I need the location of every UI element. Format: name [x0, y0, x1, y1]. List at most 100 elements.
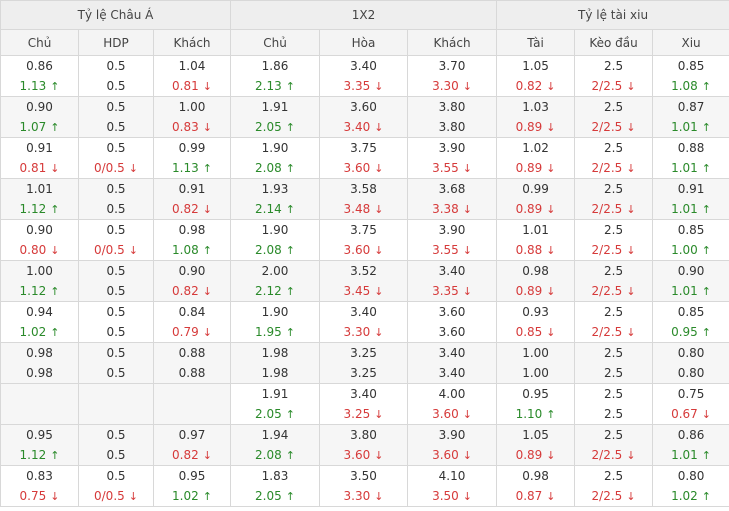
- current-odds: 3.60 ↓: [409, 445, 496, 465]
- current-odds: 0.89 ↓: [498, 281, 574, 301]
- arrow-up-icon: ↑: [50, 285, 60, 298]
- odds-cell: 0.5 0.5: [78, 424, 154, 466]
- current-odds: 3.60 ↓: [409, 404, 496, 424]
- current-odds-value: 0.5: [106, 284, 126, 298]
- current-odds-value: 0.82: [172, 202, 199, 216]
- odds-body: 0.86 1.13 ↑ 0.5 0.5 1.04 0.81 ↓ 1.86 2.13 ↑ 3.40 3.3…: [0, 55, 729, 507]
- opening-odds: 0.75: [677, 387, 705, 401]
- opening-odds: 2.5: [604, 305, 624, 319]
- arrow-down-icon: ↓: [202, 326, 212, 339]
- table-row: 0.91 0.81 ↓ 0.5 0/0.5 ↓ 0.99 1.13 ↑ 1.90 2.08 ↑ 3.75…: [0, 137, 729, 179]
- current-odds-value: 0.88: [515, 243, 543, 257]
- odds-cell: 0.98 0.98: [0, 342, 79, 384]
- arrow-down-icon: ↓: [374, 244, 384, 257]
- current-odds: 2/2.5 ↓: [576, 199, 652, 219]
- opening-odds: 2.5: [604, 428, 624, 442]
- arrow-down-icon: ↓: [626, 449, 636, 462]
- group-header-asian: Tỷ lệ Châu Á: [0, 0, 232, 30]
- opening-odds: 1.03: [522, 100, 549, 114]
- odds-cell: 3.68 3.38 ↓: [407, 178, 498, 220]
- opening-odds: 3.80: [350, 428, 377, 442]
- current-odds-value: 0.75: [19, 489, 47, 503]
- current-odds: [155, 404, 230, 424]
- current-odds-value: 0.89: [515, 284, 543, 298]
- opening-odds: 0.88: [677, 141, 705, 155]
- opening-odds: 0.80: [677, 469, 705, 483]
- arrow-up-icon: ↑: [701, 121, 712, 134]
- current-odds: 1.01 ↑: [654, 445, 729, 465]
- current-odds-value: 1.07: [19, 120, 47, 134]
- odds-cell: 1.83 2.05 ↑: [230, 465, 321, 507]
- opening-odds: 3.90: [438, 428, 466, 442]
- arrow-up-icon: ↑: [285, 449, 295, 462]
- odds-cell: 1.86 2.13 ↑: [230, 55, 321, 97]
- current-odds: 0.89 ↓: [498, 158, 574, 178]
- current-odds: 0.81 ↓: [155, 76, 230, 96]
- current-odds: 3.50 ↓: [409, 486, 496, 506]
- arrow-down-icon: ↓: [50, 490, 60, 503]
- odds-cell: [152, 383, 232, 425]
- odds-cell: 1.91 2.05 ↑: [230, 383, 321, 425]
- table-row: 1.91 2.05 ↑ 3.40 3.25 ↓ 4.00 3.60 ↓ 0.95 1.10 ↑ 2.5 2…: [0, 383, 729, 425]
- odds-cell: 3.40 3.25 ↓: [319, 383, 409, 425]
- odds-cell: 0.98 1.08 ↑: [152, 219, 232, 261]
- odds-cell: 3.58 3.48 ↓: [319, 178, 409, 220]
- opening-odds: 0.95: [522, 387, 549, 401]
- current-odds-value: 0.5: [106, 325, 126, 339]
- odds-cell: 0.90 1.07 ↑: [0, 96, 79, 138]
- current-odds: 3.48 ↓: [321, 199, 407, 219]
- opening-odds: 3.52: [350, 264, 377, 278]
- current-odds: 3.60 ↓: [321, 240, 407, 260]
- opening-odds: 3.70: [438, 59, 466, 73]
- current-odds-value: 3.60: [432, 407, 459, 421]
- odds-cell: 3.40 3.35 ↓: [319, 55, 409, 97]
- current-odds: 3.40 ↓: [321, 117, 407, 137]
- opening-odds: 1.01: [522, 223, 549, 237]
- table-row: 0.98 0.98 0.5 0.5 0.88 0.88 1.98 1.98 3.25 3.25 3.…: [0, 342, 729, 384]
- arrow-down-icon: ↓: [202, 121, 212, 134]
- odds-cell: 0.5 0.5: [78, 260, 154, 302]
- opening-odds: 1.93: [261, 182, 289, 196]
- odds-cell: 3.60 3.40 ↓: [319, 96, 409, 138]
- odds-cell: 0.5 0.5: [78, 342, 154, 384]
- opening-odds: [155, 385, 230, 405]
- opening-odds: 0.98: [26, 346, 53, 360]
- opening-odds: 1.86: [261, 59, 289, 73]
- current-odds: 1.02 ↑: [654, 486, 729, 506]
- odds-cell: 2.5 2/2.5 ↓: [574, 96, 654, 138]
- current-odds-value: 1.01: [671, 120, 698, 134]
- odds-cell: 1.01 0.88 ↓: [496, 219, 576, 261]
- opening-odds: 1.05: [522, 59, 549, 73]
- current-odds: 0.88 ↓: [498, 240, 574, 260]
- odds-cell: 3.90 3.60 ↓: [407, 424, 498, 466]
- opening-odds: 3.40: [438, 346, 466, 360]
- odds-cell: 0.95 1.02 ↑: [152, 465, 232, 507]
- opening-odds: 3.75: [350, 223, 377, 237]
- arrow-up-icon: ↑: [701, 449, 712, 462]
- current-odds: 0.89 ↓: [498, 199, 574, 219]
- current-odds-value: 1.02: [19, 325, 47, 339]
- arrow-up-icon: ↑: [50, 326, 60, 339]
- opening-odds: 0.80: [677, 346, 705, 360]
- arrow-up-icon: ↑: [285, 80, 295, 93]
- current-odds: 0.82 ↓: [498, 76, 574, 96]
- odds-cell: 1.03 0.89 ↓: [496, 96, 576, 138]
- current-odds-value: 0.83: [172, 120, 199, 134]
- odds-cell: 0.94 1.02 ↑: [0, 301, 79, 343]
- arrow-down-icon: ↓: [374, 80, 384, 93]
- odds-cell: 2.5 2/2.5 ↓: [574, 178, 654, 220]
- current-odds-value: 2/2.5: [591, 79, 623, 93]
- current-odds-value: 2/2.5: [591, 284, 623, 298]
- current-odds: 0.83 ↓: [155, 117, 230, 137]
- current-odds-value: 3.55: [432, 243, 459, 257]
- odds-cell: 0.95 1.10 ↑: [496, 383, 576, 425]
- opening-odds: 0.5: [106, 59, 126, 73]
- opening-odds: 3.75: [350, 141, 377, 155]
- arrow-up-icon: ↑: [202, 162, 212, 175]
- opening-odds: 0.98: [178, 223, 206, 237]
- arrow-down-icon: ↓: [546, 490, 556, 503]
- opening-odds: 3.58: [350, 182, 377, 196]
- current-odds-value: 0.85: [515, 325, 543, 339]
- group-header-row: Tỷ lệ Châu Á 1X2 Tỷ lệ tài xiu: [0, 0, 729, 30]
- odds-cell: 0.84 0.79 ↓: [152, 301, 232, 343]
